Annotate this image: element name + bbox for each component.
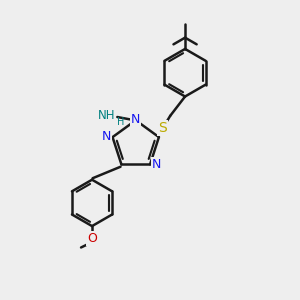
Text: O: O [87, 232, 97, 245]
Text: N: N [152, 158, 161, 172]
Text: H: H [117, 117, 124, 128]
Text: NH: NH [98, 109, 116, 122]
Text: S: S [158, 121, 167, 135]
Text: N: N [101, 130, 111, 143]
Text: N: N [131, 112, 140, 126]
